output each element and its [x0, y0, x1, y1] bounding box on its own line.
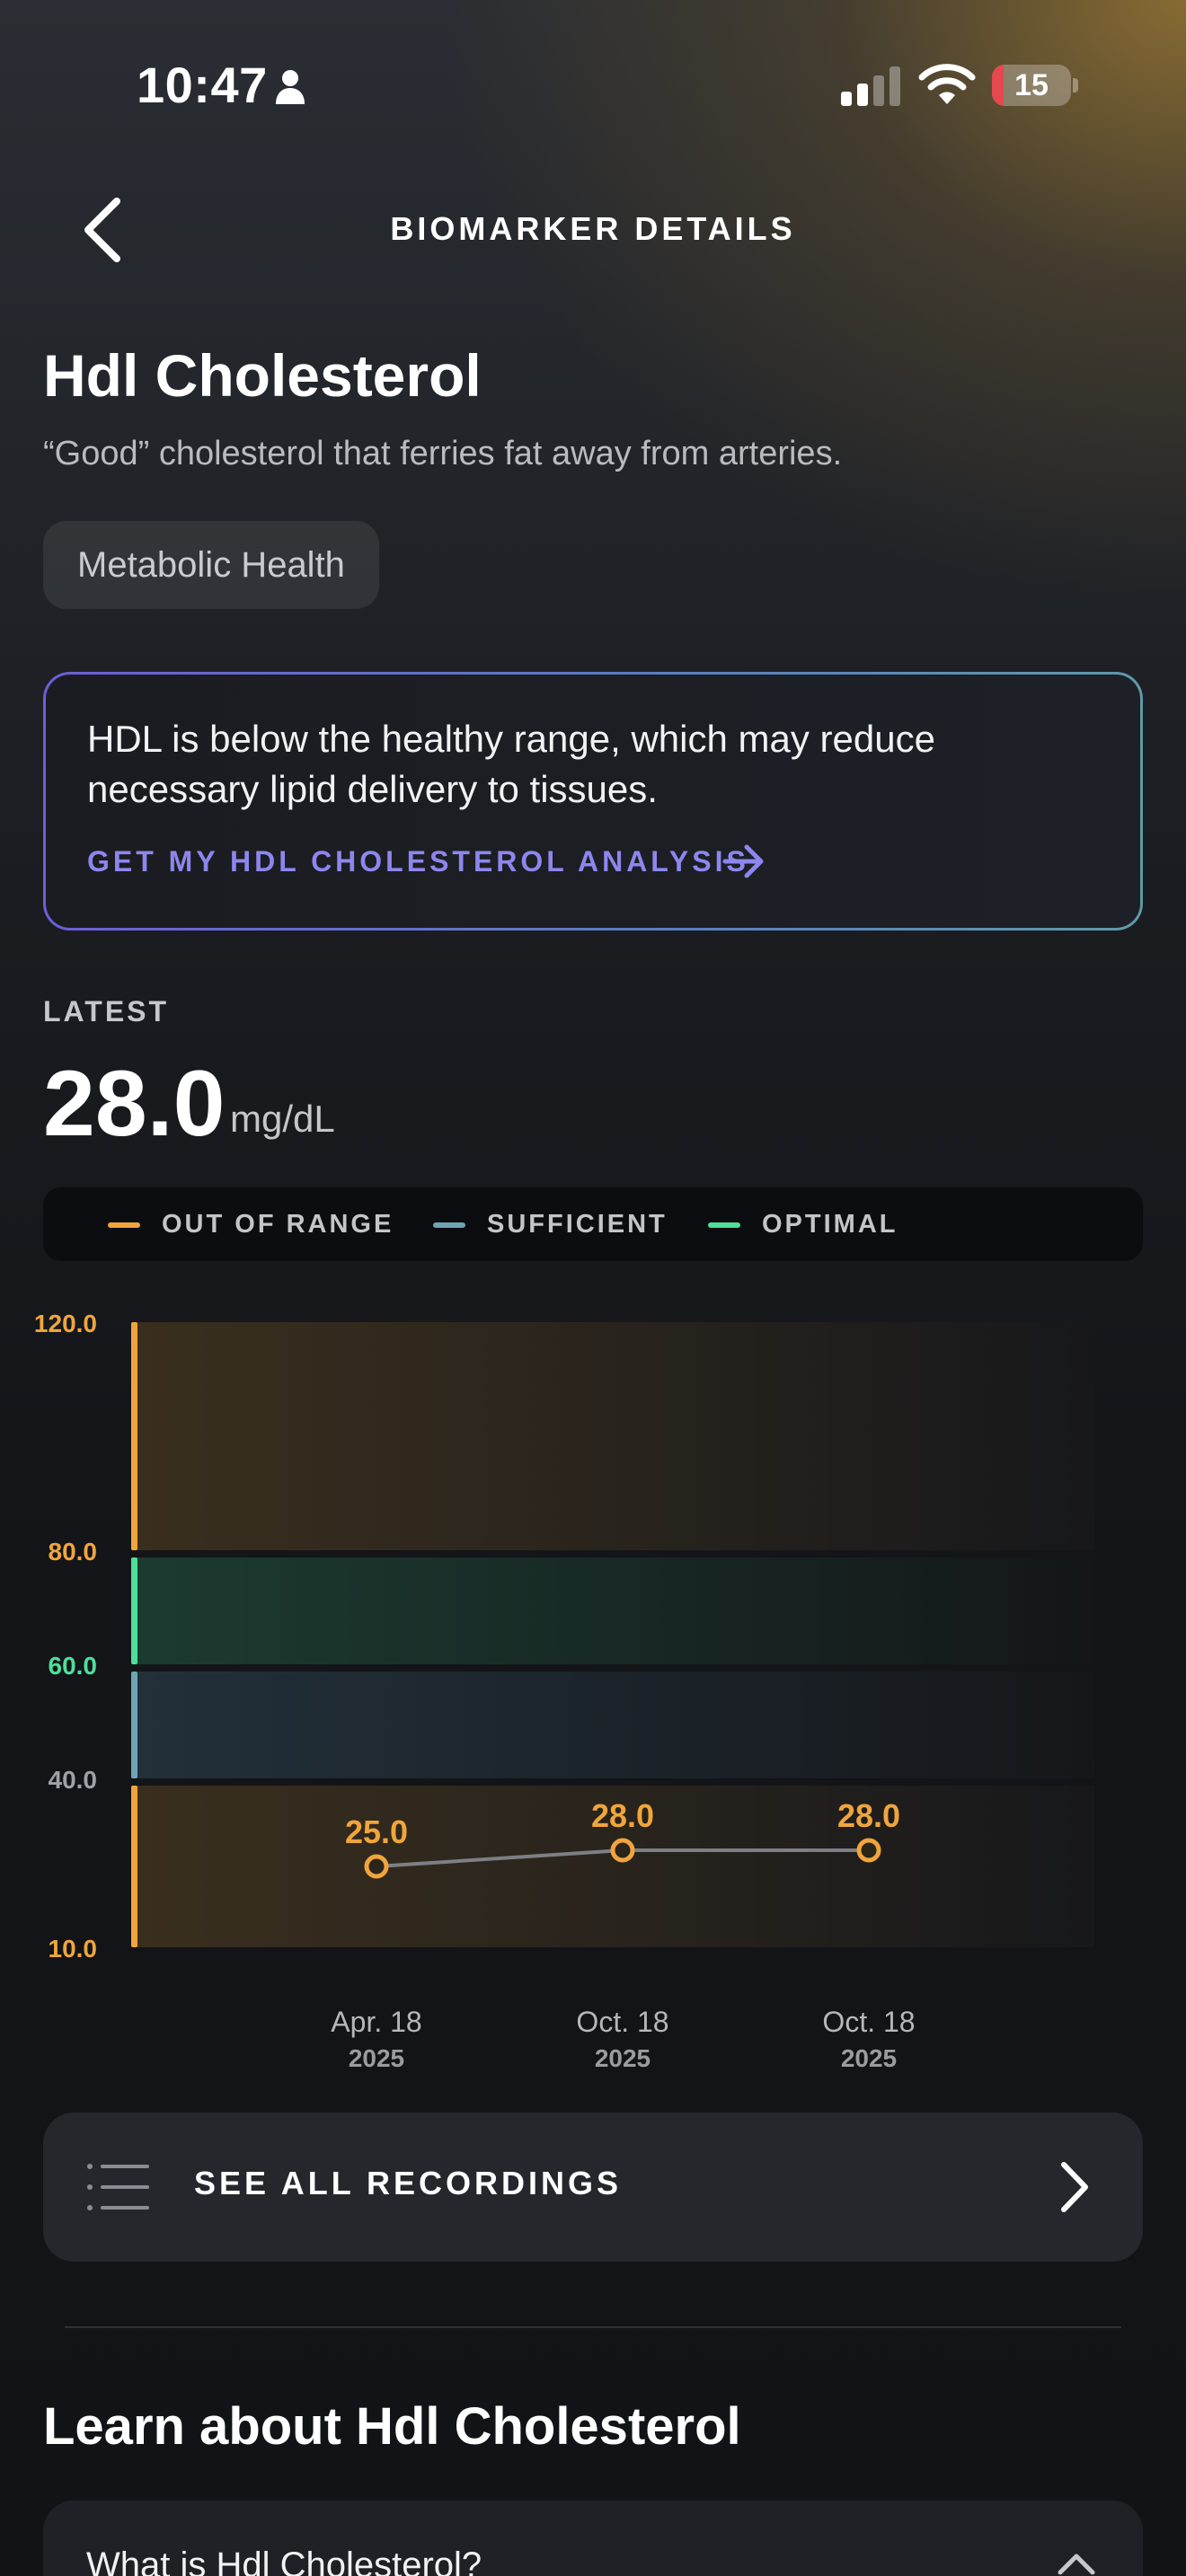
data-point-label: 25.0	[345, 1813, 408, 1850]
battery-cap	[1073, 78, 1078, 93]
x-axis-year-label: 2025	[595, 2044, 651, 2072]
list-icon	[87, 2164, 149, 2210]
y-tick-label: 40.0	[49, 1766, 98, 1794]
page-title: Hdl Cholesterol	[43, 342, 482, 409]
section-divider	[65, 2326, 1121, 2328]
data-point	[610, 1838, 635, 1863]
cellular-signal-icon	[841, 66, 900, 106]
wifi-icon	[918, 64, 976, 104]
y-tick-label: 80.0	[49, 1538, 98, 1566]
biomarker-description: “Good” cholesterol that ferries fat away…	[43, 435, 843, 472]
chart-band-out-of-range	[133, 1786, 1094, 1947]
x-axis-year-label: 2025	[349, 2044, 404, 2072]
y-tick-label: 60.0	[49, 1652, 98, 1680]
chart-band-sufficient	[133, 1672, 1094, 1778]
insight-card-inner: HDL is below the healthy range, which ma…	[46, 675, 1140, 928]
insight-text: HDL is below the healthy range, which ma…	[87, 718, 935, 810]
latest-value: 28.0	[43, 1052, 226, 1156]
see-all-recordings-button[interactable]: SEE ALL RECORDINGS	[43, 2113, 1143, 2262]
analysis-link[interactable]: GET MY HDL CHOLESTEROL ANALYSIS	[87, 845, 749, 878]
data-point	[856, 1838, 881, 1863]
faq-item[interactable]: What is Hdl Cholesterol?	[43, 2501, 1143, 2576]
header-title: BIOMARKER DETAILS	[390, 210, 796, 247]
chevron-right-icon	[1061, 2162, 1088, 2212]
status-time: 10:47	[137, 57, 268, 113]
data-point-label: 28.0	[837, 1797, 900, 1834]
y-tick-label: 10.0	[49, 1935, 98, 1963]
battery-fill	[992, 65, 1005, 106]
insight-card[interactable]: HDL is below the healthy range, which ma…	[43, 672, 1143, 931]
category-chip[interactable]: Metabolic Health	[43, 521, 379, 609]
back-button[interactable]	[75, 194, 133, 266]
chevron-up-icon[interactable]	[1057, 2551, 1096, 2576]
learn-section-title: Learn about Hdl Cholesterol	[43, 2397, 741, 2456]
data-point-label: 28.0	[591, 1797, 654, 1834]
battery-level: 15	[1014, 68, 1049, 102]
faq-question: What is Hdl Cholesterol?	[86, 2545, 482, 2576]
chart-band-edge-sufficient	[131, 1672, 137, 1778]
chart-band-edge-out-of-range	[131, 1322, 137, 1550]
chart-band-optimal	[133, 1557, 1094, 1664]
legend-item-optimal: OPTIMAL	[762, 1210, 898, 1239]
arrow-right-icon[interactable]	[721, 840, 768, 883]
chart-band-edge-out-of-range	[131, 1786, 137, 1947]
y-tick-label: 120.0	[34, 1310, 97, 1337]
chart-band-out-of-range	[133, 1322, 1094, 1550]
legend-swatch-out-of-range	[108, 1222, 140, 1228]
legend-swatch-sufficient	[433, 1222, 465, 1228]
chart-legend: OUT OF RANGE SUFFICIENT OPTIMAL	[43, 1187, 1143, 1261]
x-axis-date-label: Oct. 18	[576, 2006, 668, 2038]
battery-indicator: 15	[992, 65, 1078, 106]
legend-swatch-optimal	[708, 1222, 740, 1228]
chart-band-edge-optimal	[131, 1557, 137, 1664]
x-axis-date-label: Apr. 18	[331, 2006, 421, 2038]
legend-item-out-of-range: OUT OF RANGE	[162, 1210, 394, 1239]
person-icon	[276, 70, 305, 104]
battery-body: 15	[992, 65, 1071, 106]
latest-label: LATEST	[43, 995, 170, 1028]
data-point	[364, 1854, 389, 1879]
x-axis-year-label: 2025	[841, 2044, 897, 2072]
legend-item-sufficient: SUFFICIENT	[487, 1210, 668, 1239]
x-axis-date-label: Oct. 18	[822, 2006, 915, 2038]
see-all-recordings-label: SEE ALL RECORDINGS	[194, 2165, 623, 2201]
hdl-chart: 120.0 80.0 60.0 40.0 10.0 25.0 28.0 28.0 Apr. …	[34, 1310, 1094, 2072]
latest-unit: mg/dL	[230, 1098, 335, 1140]
